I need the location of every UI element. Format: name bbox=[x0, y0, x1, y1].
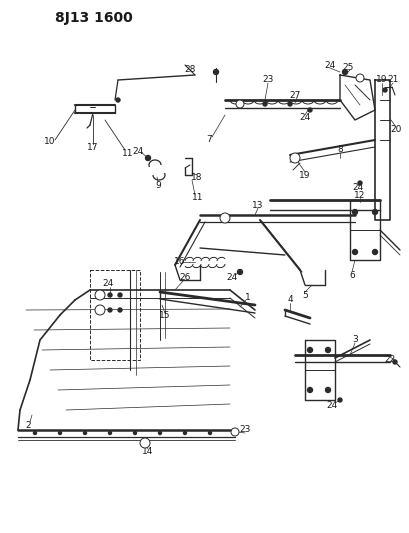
Text: 19: 19 bbox=[299, 171, 311, 180]
Text: 24: 24 bbox=[299, 114, 310, 123]
Text: 22: 22 bbox=[384, 356, 396, 365]
Circle shape bbox=[236, 100, 244, 108]
Circle shape bbox=[133, 432, 137, 434]
Circle shape bbox=[358, 181, 362, 185]
Circle shape bbox=[231, 428, 239, 436]
Text: 27: 27 bbox=[289, 91, 301, 100]
Text: 9: 9 bbox=[155, 181, 161, 190]
Circle shape bbox=[116, 98, 120, 102]
Circle shape bbox=[356, 74, 364, 82]
Circle shape bbox=[222, 215, 228, 221]
Text: 12: 12 bbox=[354, 190, 366, 199]
Circle shape bbox=[142, 440, 148, 446]
Circle shape bbox=[108, 432, 112, 434]
Circle shape bbox=[209, 432, 211, 434]
Circle shape bbox=[308, 387, 312, 392]
Circle shape bbox=[95, 290, 105, 300]
Text: 7: 7 bbox=[206, 135, 212, 144]
Text: 24: 24 bbox=[353, 183, 364, 192]
Text: 19: 19 bbox=[376, 76, 388, 85]
Text: 6: 6 bbox=[349, 271, 355, 279]
Circle shape bbox=[220, 213, 230, 223]
Circle shape bbox=[97, 307, 103, 313]
Text: 23: 23 bbox=[239, 425, 251, 434]
Text: 25: 25 bbox=[342, 63, 354, 72]
Text: 2: 2 bbox=[25, 421, 31, 430]
Text: 5: 5 bbox=[302, 290, 308, 300]
Circle shape bbox=[383, 88, 387, 92]
Circle shape bbox=[140, 438, 150, 448]
Text: 24: 24 bbox=[324, 61, 336, 69]
Circle shape bbox=[34, 432, 36, 434]
Text: 17: 17 bbox=[87, 143, 99, 152]
Circle shape bbox=[238, 101, 243, 107]
Text: 16: 16 bbox=[174, 257, 186, 266]
Text: 8: 8 bbox=[337, 146, 343, 155]
Text: 15: 15 bbox=[159, 311, 171, 320]
Text: 24: 24 bbox=[133, 148, 144, 157]
Circle shape bbox=[326, 348, 330, 352]
Circle shape bbox=[83, 432, 86, 434]
Text: 8J13 1600: 8J13 1600 bbox=[55, 11, 133, 25]
Text: 3: 3 bbox=[352, 335, 358, 344]
Text: 1: 1 bbox=[245, 294, 251, 303]
Text: 23: 23 bbox=[262, 76, 274, 85]
Text: 28: 28 bbox=[184, 66, 196, 75]
Text: 11: 11 bbox=[122, 149, 134, 157]
Circle shape bbox=[292, 155, 298, 161]
Circle shape bbox=[373, 249, 378, 254]
Circle shape bbox=[308, 348, 312, 352]
Circle shape bbox=[184, 432, 187, 434]
Text: 13: 13 bbox=[252, 200, 264, 209]
Circle shape bbox=[342, 69, 348, 75]
Circle shape bbox=[159, 432, 162, 434]
Circle shape bbox=[146, 156, 151, 160]
Circle shape bbox=[326, 387, 330, 392]
Circle shape bbox=[97, 292, 103, 298]
Circle shape bbox=[338, 398, 342, 402]
Circle shape bbox=[108, 308, 112, 312]
Circle shape bbox=[95, 305, 105, 315]
Text: 24: 24 bbox=[226, 273, 238, 282]
Text: 11: 11 bbox=[192, 193, 204, 203]
Circle shape bbox=[108, 293, 112, 297]
Circle shape bbox=[353, 249, 357, 254]
Circle shape bbox=[353, 209, 357, 214]
Circle shape bbox=[118, 308, 122, 312]
Text: 24: 24 bbox=[326, 400, 337, 409]
Circle shape bbox=[288, 102, 292, 106]
Text: 10: 10 bbox=[44, 138, 56, 147]
Text: 21: 21 bbox=[387, 76, 399, 85]
Circle shape bbox=[118, 293, 122, 297]
Circle shape bbox=[308, 108, 312, 112]
Circle shape bbox=[232, 430, 238, 434]
Text: 14: 14 bbox=[142, 448, 154, 456]
Circle shape bbox=[238, 270, 243, 274]
Circle shape bbox=[213, 69, 218, 75]
Circle shape bbox=[263, 102, 267, 106]
Text: 18: 18 bbox=[191, 174, 203, 182]
Text: 24: 24 bbox=[102, 279, 114, 288]
Text: 26: 26 bbox=[179, 273, 191, 282]
Text: 4: 4 bbox=[287, 295, 293, 304]
Text: 20: 20 bbox=[390, 125, 402, 134]
Circle shape bbox=[373, 209, 378, 214]
Circle shape bbox=[393, 360, 397, 364]
Circle shape bbox=[58, 432, 61, 434]
Circle shape bbox=[290, 153, 300, 163]
